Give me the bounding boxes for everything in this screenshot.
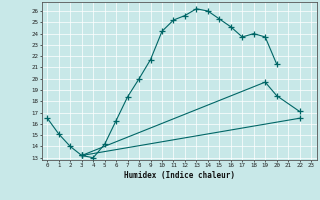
X-axis label: Humidex (Indice chaleur): Humidex (Indice chaleur) [124, 171, 235, 180]
